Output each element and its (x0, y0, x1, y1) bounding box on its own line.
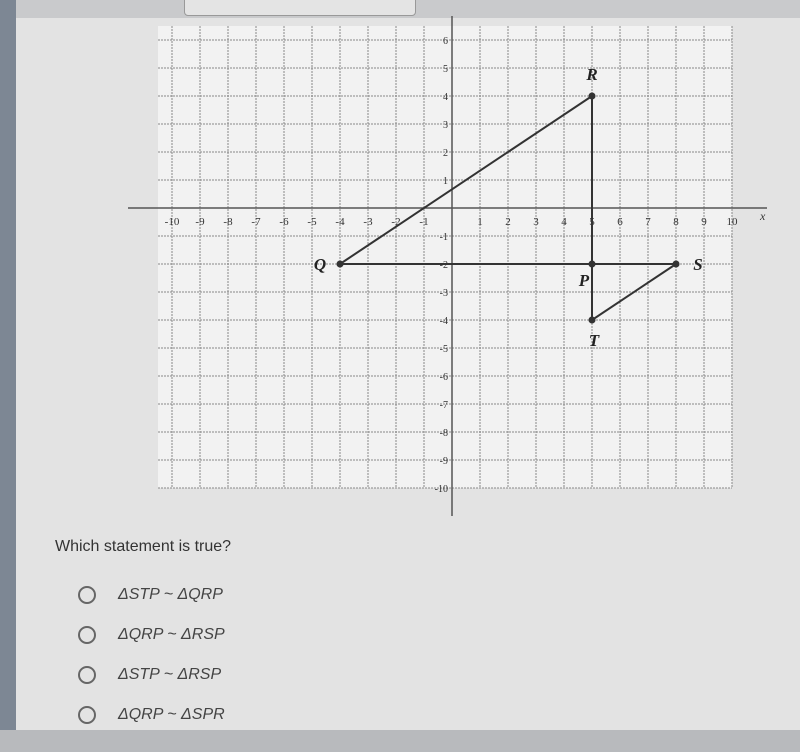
y-tick-label: -8 (440, 428, 448, 439)
x-tick-label: 9 (701, 216, 707, 228)
y-tick-label: 1 (443, 176, 448, 187)
y-tick-label: -3 (440, 288, 448, 299)
point (588, 92, 596, 100)
x-tick-label: 1 (477, 216, 483, 228)
x-tick-label: 6 (617, 216, 623, 228)
axis-label: x (759, 209, 766, 223)
coordinate-graph: -10 -9 -8 -7 -6 -5 -4 -3 -2 -1 1 2 3 4 5 6 7 8 9 10 -10 -9 -8 -… (128, 16, 767, 516)
y-tick-label: -1 (440, 232, 448, 243)
point-label: S (693, 255, 702, 274)
option[interactable]: ΔQRP ~ ΔRSP (78, 626, 225, 644)
radio-button[interactable] (78, 666, 96, 684)
y-tick-label: -2 (440, 260, 448, 271)
y-tick-label: -9 (440, 456, 448, 467)
y-tick-label: -7 (440, 400, 448, 411)
point (336, 260, 344, 268)
point (588, 316, 596, 324)
segment (339, 95, 593, 265)
point-label: R (585, 65, 597, 84)
radio-button[interactable] (78, 586, 96, 604)
point-label: Q (314, 255, 326, 274)
x-tick-label: -7 (251, 216, 261, 228)
x-tick-label: 3 (533, 216, 539, 228)
option-text: ΔQRP ~ ΔRSP (118, 626, 225, 643)
y-tick-label: -6 (440, 372, 448, 383)
x-tick-label: 4 (561, 216, 567, 228)
segment (591, 263, 677, 321)
x-tick-label: -9 (195, 216, 205, 228)
point-label: P (578, 271, 590, 290)
option-text: ΔSTP ~ ΔRSP (118, 666, 222, 683)
x-tick-label: -8 (223, 216, 233, 228)
radio-button[interactable] (78, 626, 96, 644)
option[interactable]: ΔQRP ~ ΔSPR (78, 706, 225, 724)
x-tick-label: -4 (335, 216, 345, 228)
y-tick-label: 4 (443, 92, 448, 103)
option[interactable]: ΔSTP ~ ΔQRP (78, 586, 223, 604)
y-tick-label: -5 (440, 344, 448, 355)
x-tick-label: -10 (165, 216, 180, 228)
x-tick-label: -3 (363, 216, 373, 228)
y-tick-label: -10 (435, 484, 448, 495)
option-text: ΔSTP ~ ΔQRP (118, 586, 223, 603)
y-tick-label: 2 (443, 148, 448, 159)
option[interactable]: ΔSTP ~ ΔRSP (78, 666, 221, 684)
grid-background (158, 26, 732, 488)
y-tick-label: 5 (443, 64, 448, 75)
x-tick-label: -6 (279, 216, 289, 228)
y-tick-label: 3 (443, 120, 448, 131)
point (588, 260, 596, 268)
y-tick-label: 6 (443, 36, 448, 47)
x-tick-label: -1 (419, 216, 428, 228)
point (672, 260, 680, 268)
x-tick-label: 7 (645, 216, 651, 228)
button[interactable] (184, 0, 416, 16)
x-tick-label: -5 (307, 216, 317, 228)
radio-button[interactable] (78, 706, 96, 724)
x-tick-label: -2 (391, 216, 400, 228)
footer (0, 730, 800, 752)
x-tick-label: 2 (505, 216, 511, 228)
option-text: ΔQRP ~ ΔSPR (118, 706, 225, 723)
x-tick-label: 8 (673, 216, 679, 228)
x-tick-label: 10 (727, 216, 739, 228)
question: Which statement is true? (55, 538, 232, 555)
top-bar (16, 0, 800, 18)
point-label: T (589, 331, 600, 350)
sidebar (0, 0, 16, 752)
y-tick-label: -4 (440, 316, 448, 327)
